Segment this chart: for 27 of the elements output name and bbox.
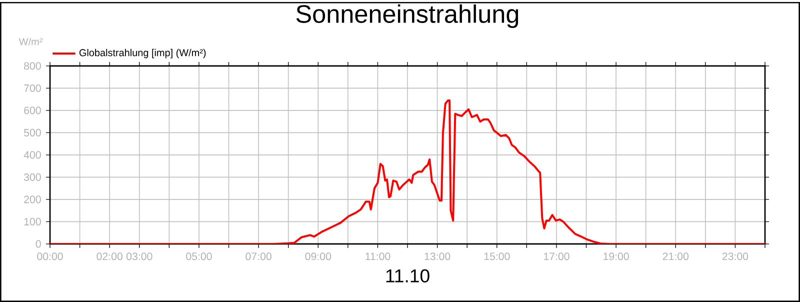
y-tick-label: 700 xyxy=(24,84,41,92)
y-tick-label: 300 xyxy=(24,173,41,181)
line-series xyxy=(50,99,766,244)
x-tick-label: 02:00 xyxy=(96,252,122,260)
x-tick-label: 11:00 xyxy=(366,252,390,260)
y-tick-label: 600 xyxy=(24,106,41,114)
x-tick-label: 13:00 xyxy=(424,252,450,260)
x-tick-label: 19:00 xyxy=(604,252,629,260)
y-tick-label: 100 xyxy=(24,218,41,226)
x-tick-label: 23:00 xyxy=(722,252,748,260)
x-tick-label: 00:00 xyxy=(37,252,63,260)
x-tick-label: 05:00 xyxy=(186,252,212,260)
x-tick-label: 03:00 xyxy=(126,252,152,260)
legend-label: Globalstrahlung [imp] (W/m²) xyxy=(79,48,206,58)
y-tick-label: 200 xyxy=(24,196,41,204)
chart-title: Sonneneinstrahlung xyxy=(296,4,518,28)
y-tick-label: 400 xyxy=(24,151,41,159)
y-tick-label: 800 xyxy=(24,62,41,70)
y-tick-label: 500 xyxy=(24,128,41,136)
y-tick-label: 0 xyxy=(36,240,41,248)
x-axis-title: 11.10 xyxy=(386,269,430,282)
x-tick-label: 09:00 xyxy=(305,252,332,260)
x-tick-label: 17:00 xyxy=(544,252,570,260)
x-tick-label: 21:00 xyxy=(662,252,689,260)
x-tick-label: 15:00 xyxy=(484,252,510,260)
x-tick-label: 07:00 xyxy=(246,252,272,260)
y-axis-title: W/m² xyxy=(18,38,42,46)
